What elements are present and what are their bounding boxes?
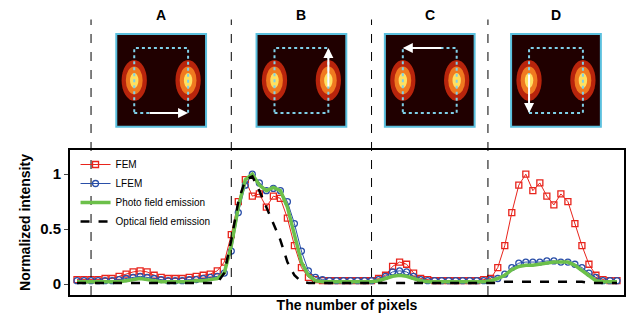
svg-text:C: C bbox=[425, 7, 435, 23]
svg-text:0.5: 0.5 bbox=[40, 220, 61, 237]
svg-text:Photo field emission: Photo field emission bbox=[116, 197, 206, 208]
svg-text:FEM: FEM bbox=[116, 159, 137, 170]
svg-text:B: B bbox=[296, 7, 306, 23]
svg-text:The number of pixels: The number of pixels bbox=[277, 297, 418, 313]
svg-text:0: 0 bbox=[53, 275, 61, 292]
svg-text:D: D bbox=[551, 7, 561, 23]
svg-text:A: A bbox=[156, 7, 166, 23]
svg-text:LFEM: LFEM bbox=[116, 178, 143, 189]
svg-text:1: 1 bbox=[53, 165, 61, 182]
svg-text:Optical field emission: Optical field emission bbox=[116, 216, 210, 227]
svg-text:Normalized intensity: Normalized intensity bbox=[17, 154, 33, 291]
